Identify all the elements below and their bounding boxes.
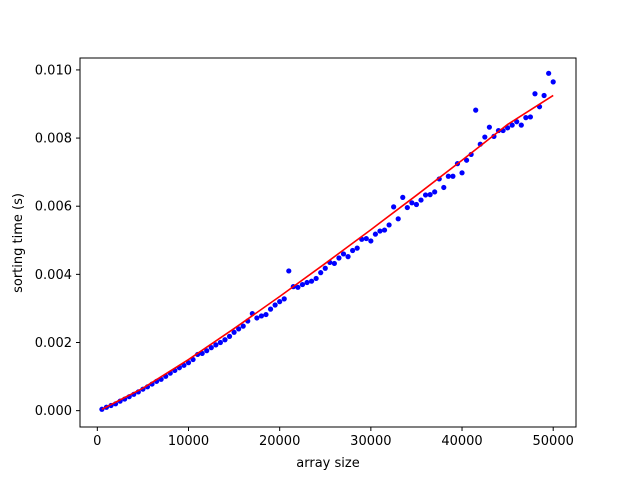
- data-point: [295, 284, 301, 290]
- data-point: [199, 350, 205, 357]
- data-point: [304, 279, 310, 286]
- fit-line: [101, 94, 554, 410]
- data-point: [463, 157, 470, 163]
- x-tick-label: 50000: [533, 434, 574, 449]
- data-point: [482, 134, 488, 140]
- data-point: [226, 333, 233, 339]
- data-point: [427, 192, 433, 198]
- x-axis-label: array size: [296, 456, 359, 471]
- data-point: [441, 184, 447, 191]
- data-point: [240, 323, 246, 329]
- data-point: [231, 329, 237, 335]
- data-point: [263, 311, 269, 318]
- data-point: [286, 268, 292, 274]
- data-point: [523, 115, 529, 121]
- data-point: [363, 235, 369, 242]
- data-point: [204, 348, 210, 354]
- x-tick-label: 30000: [350, 434, 391, 449]
- data-point: [386, 222, 392, 228]
- y-tick-label: 0.006: [35, 200, 72, 215]
- data-point: [208, 345, 214, 351]
- data-point: [473, 107, 479, 113]
- fit-line-group: [101, 94, 554, 410]
- data-point: [331, 260, 337, 267]
- data-point: [345, 254, 351, 260]
- data-point: [217, 339, 224, 346]
- data-point: [299, 281, 306, 288]
- data-point: [418, 197, 424, 203]
- x-ticks: 0 10000 20000 30000 40000 50000: [93, 427, 574, 449]
- data-point: [254, 315, 260, 321]
- data-point: [236, 326, 242, 332]
- y-tick-label: 0.000: [35, 404, 72, 419]
- data-point: [277, 299, 283, 305]
- data-point: [550, 79, 556, 85]
- y-tick-label: 0.008: [35, 132, 72, 147]
- data-point: [340, 251, 347, 257]
- x-tick-label: 10000: [168, 434, 209, 449]
- data-point: [322, 265, 328, 271]
- x-tick-label: 20000: [259, 434, 300, 449]
- data-point: [532, 91, 538, 97]
- data-point: [395, 216, 401, 222]
- data-point: [281, 296, 287, 302]
- data-point: [459, 170, 465, 176]
- data-point: [318, 270, 324, 276]
- y-tick-label: 0.004: [35, 268, 72, 283]
- data-point: [381, 227, 388, 233]
- data-point: [422, 192, 429, 198]
- data-point: [541, 92, 547, 99]
- data-point: [336, 255, 342, 261]
- data-point: [505, 125, 511, 131]
- y-axis-label: sorting time (s): [11, 193, 26, 293]
- data-point: [222, 337, 228, 343]
- y-tick-label: 0.002: [35, 336, 72, 351]
- y-ticks: 0.000 0.002 0.004 0.006 0.008 0.010: [35, 63, 80, 419]
- data-point: [368, 238, 374, 244]
- data-point: [445, 173, 451, 179]
- plot-frame: [79, 57, 577, 428]
- data-point: [313, 275, 319, 282]
- data-point: [267, 306, 274, 312]
- data-point: [213, 342, 219, 348]
- data-point: [509, 122, 515, 128]
- y-tick-label: 0.010: [35, 63, 72, 78]
- data-point: [486, 124, 492, 130]
- data-point: [350, 247, 356, 254]
- data-point: [409, 200, 415, 206]
- data-point: [272, 302, 278, 308]
- data-point: [391, 204, 397, 210]
- data-point: [185, 360, 192, 366]
- data-point: [432, 189, 438, 195]
- data-point: [404, 204, 410, 211]
- data-point: [413, 201, 420, 208]
- data-point: [527, 114, 534, 120]
- x-tick-label: 40000: [441, 434, 482, 449]
- data-point: [518, 122, 524, 128]
- data-point: [308, 278, 315, 284]
- data-point: [377, 228, 383, 234]
- data-point: [400, 194, 406, 200]
- data-point: [546, 70, 552, 76]
- data-point: [450, 173, 456, 179]
- data-point: [354, 245, 360, 251]
- x-tick-label: 0: [93, 434, 101, 449]
- data-point: [372, 231, 379, 237]
- data-point: [258, 313, 265, 319]
